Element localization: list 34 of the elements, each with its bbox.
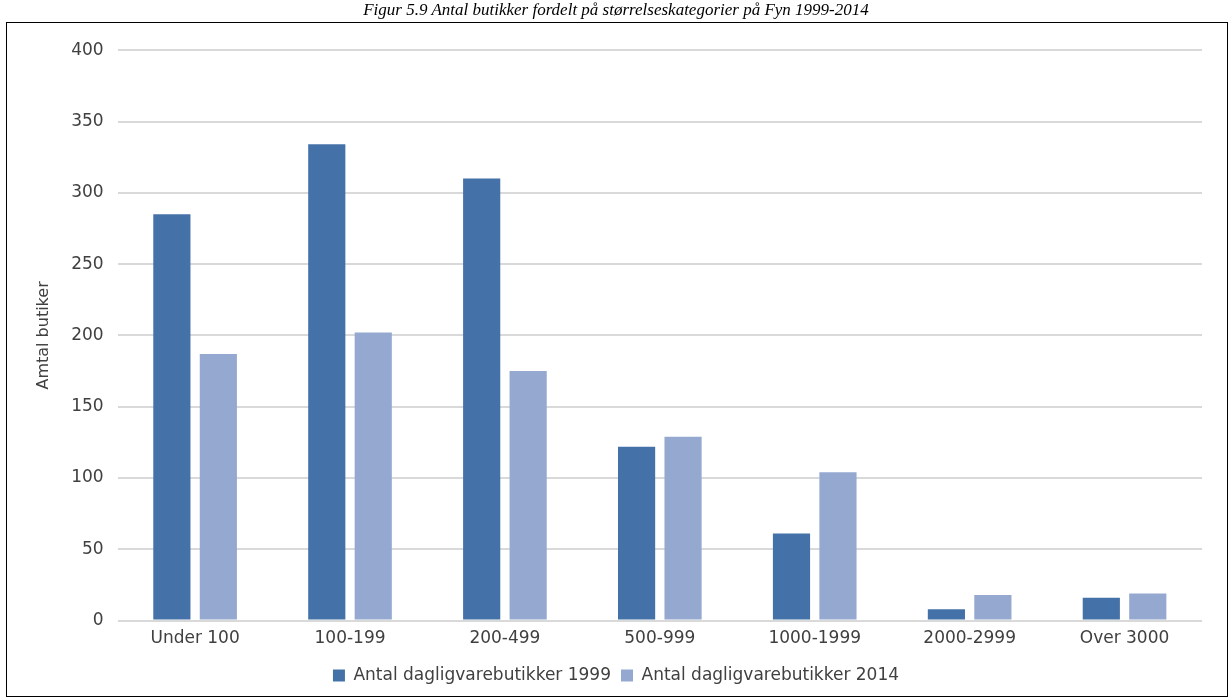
y-tick-label: 0 [92,609,104,630]
bar [509,371,547,620]
x-tick-label: 500-999 [624,627,696,648]
bar [664,436,702,620]
y-tick-label: 400 [71,38,104,59]
y-tick-label: 150 [71,395,104,416]
x-tick-label: 100-199 [314,627,386,648]
bar [308,144,346,620]
bar [153,214,191,620]
y-tick-label: 100 [71,466,104,487]
y-tick-label: 350 [71,109,104,130]
bar [927,609,965,620]
chart-title: Figur 5.9 Antal butikker fordelt på størrelseskategorier på Fyn 1999-2014 [362,0,870,20]
bar [819,472,857,620]
bar [199,353,237,620]
y-tick-label: 300 [71,181,104,202]
x-tick-label: Under 100 [150,627,240,648]
x-tick-label: 200-499 [469,627,541,648]
y-tick-label: 250 [71,252,104,273]
legend-label: Antal dagligvarebutikker 2014 [641,663,900,684]
x-tick-label: Over 3000 [1079,627,1170,648]
bar [974,594,1012,620]
bar [463,178,501,620]
bar [1129,593,1167,620]
bar [772,533,811,620]
legend-label: Antal dagligvarebutikker 1999 [353,663,612,684]
x-tick-label: 1000-1999 [768,627,862,648]
bar [354,332,392,620]
y-tick-label: 50 [82,537,104,558]
bar [1082,597,1120,620]
x-tick-label: 2000-2999 [923,627,1016,648]
y-tick-label: 200 [71,323,104,344]
bar [618,446,656,620]
y-axis-title: Amtal butiker [32,280,52,390]
